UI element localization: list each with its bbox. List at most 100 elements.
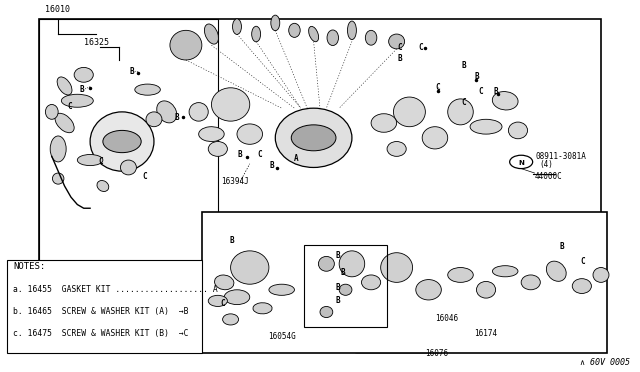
Text: C: C — [67, 102, 72, 111]
Text: B: B — [474, 72, 479, 81]
Ellipse shape — [157, 101, 177, 123]
Ellipse shape — [271, 15, 280, 31]
Text: 16076: 16076 — [426, 349, 449, 359]
Ellipse shape — [232, 19, 241, 35]
Ellipse shape — [77, 154, 103, 166]
Bar — [39, 19, 601, 286]
Text: C: C — [142, 172, 147, 181]
Ellipse shape — [223, 314, 239, 325]
Circle shape — [360, 334, 376, 342]
Text: ∧ 60V 0005: ∧ 60V 0005 — [580, 357, 630, 367]
Text: 16046: 16046 — [435, 314, 458, 323]
Ellipse shape — [52, 173, 64, 184]
Text: C: C — [580, 257, 586, 266]
Text: B: B — [461, 61, 466, 70]
Ellipse shape — [492, 266, 518, 277]
Text: C: C — [436, 83, 440, 92]
Text: C: C — [221, 299, 225, 308]
Circle shape — [466, 334, 481, 342]
Ellipse shape — [362, 275, 381, 290]
Text: 08911-3081A: 08911-3081A — [535, 152, 586, 161]
Text: (4): (4) — [540, 160, 554, 170]
Text: B: B — [238, 150, 243, 159]
Ellipse shape — [230, 251, 269, 284]
Ellipse shape — [327, 30, 339, 45]
Text: B: B — [559, 242, 564, 251]
Ellipse shape — [269, 284, 294, 295]
Ellipse shape — [365, 31, 377, 45]
Text: B: B — [335, 296, 340, 305]
Text: B: B — [174, 113, 179, 122]
Text: 16054G: 16054G — [268, 332, 296, 341]
FancyBboxPatch shape — [354, 323, 444, 353]
Text: C: C — [479, 87, 483, 96]
Ellipse shape — [388, 34, 404, 49]
Ellipse shape — [74, 67, 93, 82]
Ellipse shape — [204, 24, 218, 44]
Ellipse shape — [348, 21, 356, 39]
Ellipse shape — [572, 279, 591, 294]
Ellipse shape — [61, 94, 93, 107]
Ellipse shape — [198, 127, 224, 141]
Ellipse shape — [57, 77, 72, 95]
Text: B: B — [340, 268, 345, 277]
Text: C: C — [419, 42, 423, 51]
Ellipse shape — [319, 256, 334, 271]
Ellipse shape — [448, 99, 473, 125]
Ellipse shape — [448, 267, 473, 282]
Ellipse shape — [508, 122, 527, 139]
Ellipse shape — [252, 26, 260, 42]
Text: B: B — [335, 283, 340, 292]
Text: B: B — [79, 85, 84, 94]
Text: 16394J: 16394J — [221, 177, 249, 186]
Ellipse shape — [339, 251, 365, 277]
Text: NOTES:: NOTES: — [13, 262, 45, 272]
Text: B: B — [335, 251, 340, 260]
Text: 16174: 16174 — [474, 329, 498, 338]
Text: C: C — [397, 42, 402, 51]
Ellipse shape — [289, 23, 300, 37]
Text: A: A — [293, 154, 298, 163]
Ellipse shape — [189, 103, 208, 121]
Ellipse shape — [387, 141, 406, 156]
Text: 44000C: 44000C — [534, 172, 563, 181]
Text: b. 16465  SCREW & WASHER KIT (A)  →B: b. 16465 SCREW & WASHER KIT (A) →B — [13, 307, 189, 316]
Ellipse shape — [146, 112, 162, 127]
Text: a. 16455  GASKET KIT ................... A: a. 16455 GASKET KIT ................... … — [13, 285, 218, 294]
Ellipse shape — [422, 127, 448, 149]
Bar — [202, 212, 607, 353]
Text: B: B — [493, 87, 498, 96]
Bar — [7, 260, 202, 353]
Circle shape — [103, 131, 141, 153]
Ellipse shape — [120, 160, 136, 175]
Text: C: C — [461, 98, 466, 107]
Ellipse shape — [45, 105, 58, 119]
Text: B: B — [397, 54, 402, 62]
Ellipse shape — [211, 88, 250, 121]
Ellipse shape — [521, 275, 540, 290]
Ellipse shape — [470, 119, 502, 134]
Ellipse shape — [371, 114, 397, 132]
Ellipse shape — [381, 253, 413, 282]
Text: c. 16475  SCREW & WASHER KIT (B)  →C: c. 16475 SCREW & WASHER KIT (B) →C — [13, 329, 189, 338]
FancyBboxPatch shape — [442, 324, 505, 352]
Text: B: B — [270, 161, 275, 170]
Bar — [39, 19, 218, 286]
Text: B: B — [129, 67, 134, 76]
Ellipse shape — [339, 284, 352, 295]
Ellipse shape — [97, 180, 109, 192]
Bar — [304, 245, 387, 327]
Ellipse shape — [275, 108, 352, 167]
Ellipse shape — [208, 141, 227, 156]
Circle shape — [415, 334, 430, 342]
Ellipse shape — [224, 290, 250, 305]
Text: B: B — [230, 237, 234, 246]
Circle shape — [291, 125, 336, 151]
Ellipse shape — [135, 84, 161, 95]
Ellipse shape — [253, 303, 272, 314]
Ellipse shape — [170, 31, 202, 60]
Ellipse shape — [394, 97, 426, 127]
Ellipse shape — [55, 113, 74, 133]
Ellipse shape — [492, 92, 518, 110]
Ellipse shape — [547, 261, 566, 281]
